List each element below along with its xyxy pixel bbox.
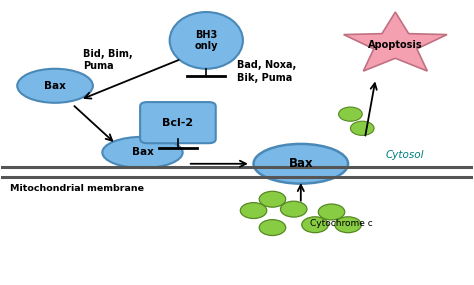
- Circle shape: [259, 191, 286, 207]
- Circle shape: [350, 121, 374, 135]
- Circle shape: [259, 220, 286, 235]
- Text: BH3
only: BH3 only: [194, 30, 218, 51]
- Ellipse shape: [254, 144, 348, 184]
- Ellipse shape: [17, 69, 93, 103]
- Text: Mitochondrial membrane: Mitochondrial membrane: [10, 184, 144, 194]
- Circle shape: [240, 203, 267, 219]
- FancyBboxPatch shape: [140, 102, 216, 143]
- Circle shape: [281, 201, 307, 217]
- Text: Bax: Bax: [289, 157, 313, 170]
- Text: Cytochrome c: Cytochrome c: [310, 219, 373, 228]
- Text: Bax: Bax: [132, 147, 154, 157]
- Circle shape: [335, 217, 361, 233]
- Ellipse shape: [102, 137, 182, 168]
- Text: Bad, Noxa,
Bik, Puma: Bad, Noxa, Bik, Puma: [237, 60, 296, 83]
- Text: Apoptosis: Apoptosis: [368, 40, 423, 50]
- Text: Bid, Bim,
Puma: Bid, Bim, Puma: [83, 49, 133, 72]
- Ellipse shape: [170, 12, 243, 69]
- Circle shape: [338, 107, 362, 121]
- Text: Cytosol: Cytosol: [385, 150, 424, 160]
- Text: Bax: Bax: [44, 81, 66, 91]
- Circle shape: [318, 204, 345, 220]
- Circle shape: [302, 217, 328, 233]
- Text: Bcl-2: Bcl-2: [163, 118, 193, 128]
- Polygon shape: [344, 12, 447, 71]
